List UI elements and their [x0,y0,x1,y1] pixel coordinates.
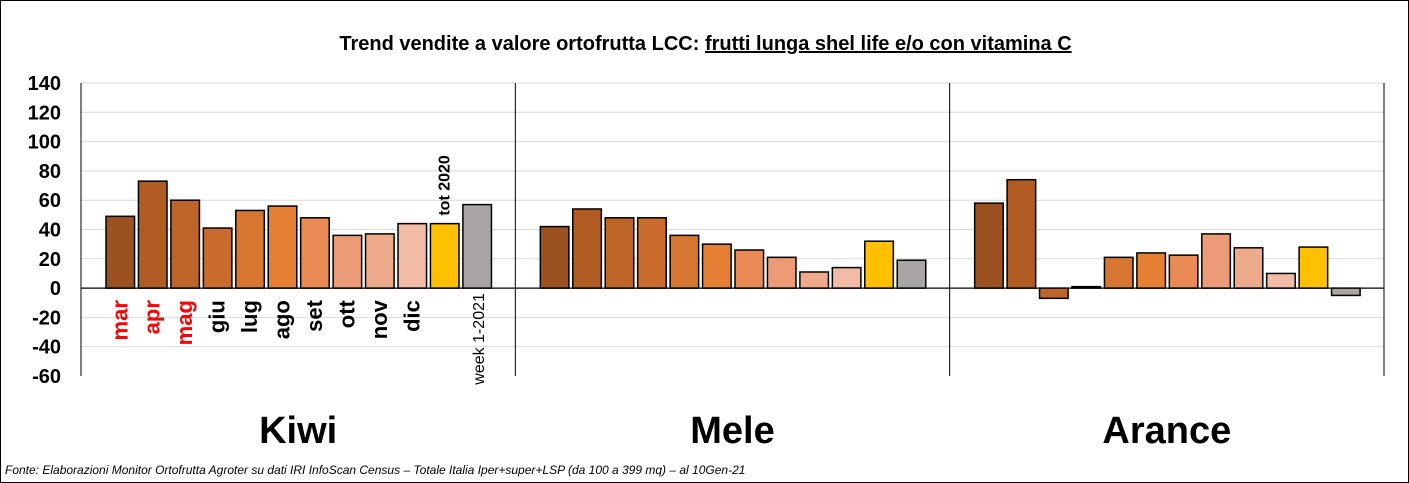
bar-mele-lug [669,234,700,289]
bar-arance-ago [1136,252,1167,289]
bar-mele-week-1-2021 [896,259,927,289]
bar-mele-tot-2020 [864,240,895,289]
title-text: Trend vendite a valore ortofrutta LCC: [339,33,700,55]
bar-arance-ott [1201,233,1232,289]
bar-arance-lug [1103,256,1134,289]
bar-mele-ott [766,256,797,289]
bar-kiwi-dic [397,222,428,289]
bar-kiwi-week-1-2021 [462,203,493,289]
bar-arance-apr [1006,178,1037,289]
y-tick-label: 100 [28,132,61,154]
category-label: apr [140,300,165,335]
bar-mele-ago [701,243,732,289]
bar-arance-nov [1233,247,1264,289]
title-underlined: frutti lunga shel life e/o con vitamina … [704,33,1072,55]
bar-mele-apr [572,208,603,289]
category-label: week 1-2021 [471,293,488,386]
bar-arance-tot-2020 [1298,246,1329,289]
bar-kiwi-mar [105,215,136,289]
category-label: lug [237,300,262,333]
category-label: ago [269,300,294,339]
category-label: set [302,299,327,331]
y-tick-label: -20 [32,307,61,329]
y-tick-label: 40 [39,220,61,242]
bar-arance-giu [1071,285,1102,289]
y-tick-label: 20 [39,249,61,271]
bar-arance-set [1168,254,1199,289]
y-tick-label: 120 [28,102,61,124]
category-label: giu [205,300,230,333]
source-note: Fonte: Elaborazioni Monitor Ortofrutta A… [5,463,746,477]
bar-kiwi-set [299,217,330,289]
y-tick-label: -40 [32,337,61,359]
bar-kiwi-tot-2020 [429,222,460,289]
bar-kiwi-lug [235,209,266,289]
category-label: mar [107,300,132,341]
category-label: tot 2020 [437,155,454,216]
bar-kiwi-ott [332,234,363,289]
bar-arance-week-1-2021 [1330,287,1361,297]
bar-kiwi-nov [364,233,395,289]
y-tick-label: 0 [50,278,61,300]
bar-kiwi-mag [170,199,201,289]
group-label: Mele [690,410,774,452]
group-label: Arance [1102,410,1231,452]
category-label: nov [367,299,392,339]
category-label: dic [399,300,424,332]
bar-kiwi-apr [137,180,168,289]
category-label: ott [334,299,359,328]
bar-kiwi-ago [267,205,298,289]
y-tick-label: 140 [28,73,61,95]
bar-mele-giu [636,217,667,289]
bar-kiwi-giu [202,227,233,289]
bar-mele-nov [799,271,830,289]
y-tick-label: 60 [39,190,61,212]
y-tick-label: -60 [32,366,61,388]
y-tick-label: 80 [39,161,61,183]
bar-arance-mar [973,202,1004,289]
bar-arance-dic [1265,272,1296,289]
bar-mele-dic [831,266,862,289]
category-label: mag [172,300,197,345]
bar-arance-mag [1038,287,1069,300]
bar-mele-set [734,249,765,289]
group-label: Kiwi [259,410,337,452]
bar-mele-mar [539,225,570,289]
chart-title: Trend vendite a valore ortofrutta LCC: f… [1,33,1408,56]
bar-mele-mag [604,217,635,289]
